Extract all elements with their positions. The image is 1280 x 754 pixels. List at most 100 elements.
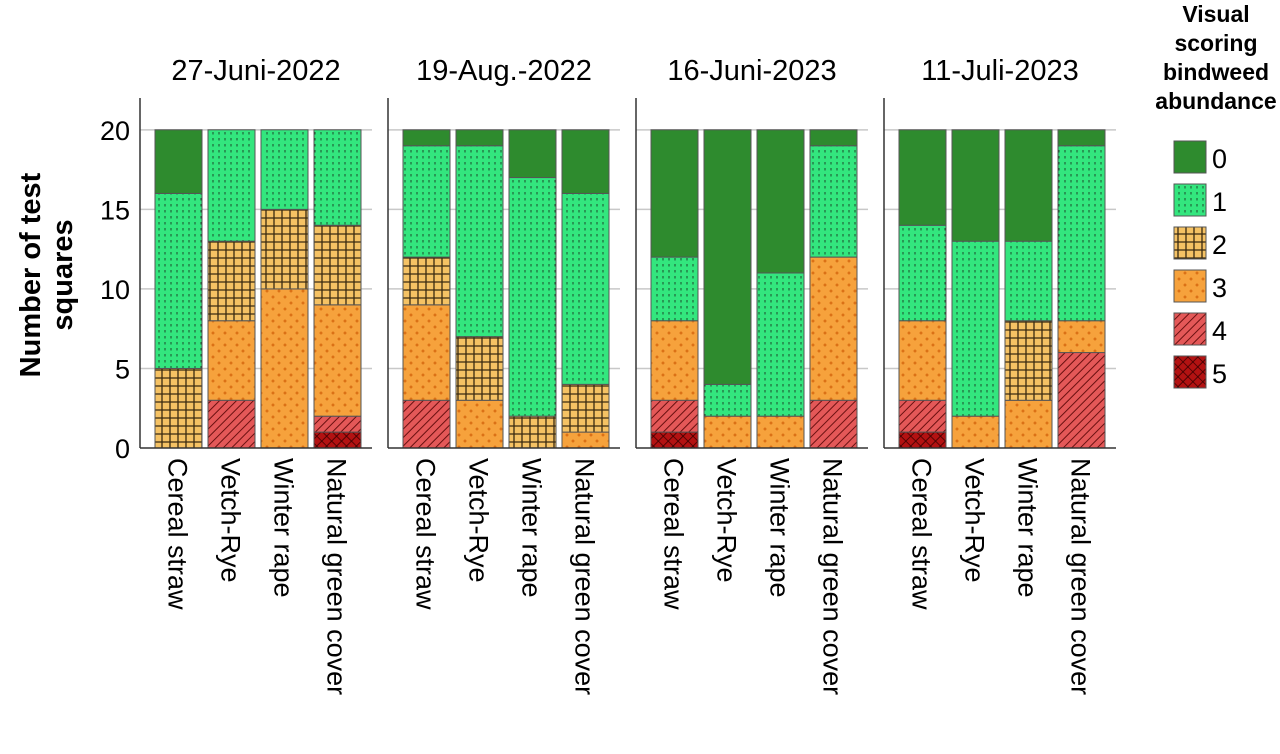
y-axis-title-text: Number of testsquares bbox=[15, 172, 79, 377]
bar-segment-level-4 bbox=[207, 399, 256, 449]
legend-label: 0 bbox=[1212, 144, 1227, 174]
panel-2: Cereal straw Vetch-Rye Winter rape Natural … bbox=[387, 55, 620, 695]
bar-segment-level-2 bbox=[207, 240, 256, 322]
bar-segment-level-2 bbox=[154, 367, 203, 449]
bar-segment-level-3 bbox=[1057, 320, 1106, 354]
panel-title: 27-Juni-2022 bbox=[171, 55, 340, 87]
category-label: Natural green cover bbox=[570, 458, 600, 695]
category-label: Natural green cover bbox=[1066, 458, 1096, 695]
bar-segment-level-0 bbox=[809, 129, 858, 147]
bar-segment-level-1 bbox=[1057, 145, 1106, 322]
bar-segment-level-3 bbox=[1004, 399, 1053, 449]
bar-segment-level-5 bbox=[650, 431, 699, 449]
legend-title-line: scoring bbox=[1174, 30, 1257, 56]
bar-segment-level-1 bbox=[1004, 240, 1053, 322]
bar-segment-level-3 bbox=[207, 320, 256, 401]
bar-segment-level-0 bbox=[756, 129, 805, 274]
bar-winter-rape bbox=[508, 129, 557, 449]
category-label: Natural green cover bbox=[322, 458, 352, 695]
bar-segment-level-3 bbox=[402, 304, 451, 401]
bar-vetch-rye bbox=[207, 129, 256, 449]
bar-segment-level-3 bbox=[313, 304, 362, 417]
panel-1: Cereal straw Vetch-Rye Winter rape Natural … bbox=[139, 55, 372, 695]
bar-cereal-straw bbox=[898, 129, 947, 449]
bar-natural-green-cover bbox=[561, 129, 610, 449]
legend-swatch-level-5 bbox=[1173, 355, 1207, 389]
bar-segment-level-0 bbox=[703, 129, 752, 385]
bar-segment-level-4 bbox=[402, 399, 451, 449]
bar-segment-level-1 bbox=[207, 129, 256, 242]
bar-segment-level-1 bbox=[703, 383, 752, 417]
bar-segment-level-0 bbox=[402, 129, 451, 147]
y-axis-title: Number of testsquares bbox=[15, 172, 79, 377]
category-label: Winter rape bbox=[269, 458, 299, 598]
bar-segment-level-0 bbox=[508, 129, 557, 179]
category-label: Cereal straw bbox=[907, 458, 937, 610]
bar-winter-rape bbox=[756, 129, 805, 449]
panel-4: Cereal straw Vetch-Rye Winter rape Natural … bbox=[883, 55, 1116, 695]
bar-segment-level-4 bbox=[650, 399, 699, 433]
legend-swatch-level-4 bbox=[1173, 312, 1207, 346]
category-label: Vetch-Rye bbox=[960, 458, 990, 583]
y-tick-label: 15 bbox=[100, 195, 130, 225]
bar-segment-level-3 bbox=[898, 320, 947, 401]
bar-segment-level-5 bbox=[313, 431, 362, 449]
bar-segment-level-3 bbox=[703, 415, 752, 449]
bar-segment-level-1 bbox=[809, 145, 858, 258]
legend-swatch-level-0 bbox=[1173, 140, 1207, 174]
panel-title: 11-Juli-2023 bbox=[921, 55, 1078, 87]
bar-segment-level-4 bbox=[809, 399, 858, 449]
legend-swatch-level-1 bbox=[1173, 183, 1207, 217]
category-label: Winter rape bbox=[517, 458, 547, 598]
category-label: Winter rape bbox=[765, 458, 795, 598]
bar-segment-level-0 bbox=[154, 129, 203, 194]
bar-winter-rape bbox=[1004, 129, 1053, 449]
bar-segment-level-4 bbox=[898, 399, 947, 433]
category-label: Cereal straw bbox=[659, 458, 689, 610]
bar-segment-level-2 bbox=[260, 208, 309, 290]
bar-segment-level-1 bbox=[402, 145, 451, 258]
bar-segment-level-1 bbox=[561, 192, 610, 385]
bar-segment-level-4 bbox=[1057, 352, 1106, 449]
y-axis-title-line: Number of test bbox=[15, 172, 47, 377]
legend-swatch-level-2 bbox=[1173, 226, 1207, 260]
legend-label: 4 bbox=[1212, 316, 1227, 346]
bar-segment-level-1 bbox=[898, 224, 947, 322]
bar-segment-level-2 bbox=[508, 415, 557, 449]
bar-natural-green-cover bbox=[1057, 129, 1106, 449]
y-tick-label: 0 bbox=[115, 434, 130, 464]
bar-natural-green-cover bbox=[809, 129, 858, 449]
bar-segment-level-3 bbox=[650, 320, 699, 401]
legend-title-line: Visual bbox=[1182, 1, 1249, 27]
bar-segment-level-0 bbox=[455, 129, 504, 147]
bar-segment-level-3 bbox=[951, 415, 1000, 449]
bar-segment-level-3 bbox=[809, 256, 858, 401]
bar-cereal-straw bbox=[402, 129, 451, 449]
bar-segment-level-1 bbox=[650, 256, 699, 322]
bar-segment-level-0 bbox=[951, 129, 1000, 242]
legend-label: 5 bbox=[1212, 359, 1227, 389]
bar-segment-level-1 bbox=[154, 192, 203, 369]
category-label: Vetch-Rye bbox=[216, 458, 246, 583]
chart-panels: Cereal straw Vetch-Rye Winter rape Natural … bbox=[139, 55, 1116, 695]
bar-winter-rape bbox=[260, 129, 309, 449]
bar-segment-level-2 bbox=[402, 256, 451, 306]
bar-vetch-rye bbox=[951, 129, 1000, 449]
category-label: Winter rape bbox=[1013, 458, 1043, 598]
bar-segment-level-3 bbox=[561, 431, 610, 449]
y-axis-title-line: squares bbox=[47, 219, 79, 330]
bar-segment-level-3 bbox=[756, 415, 805, 449]
bar-segment-level-5 bbox=[898, 431, 947, 449]
bar-vetch-rye bbox=[703, 129, 752, 449]
bar-segment-level-2 bbox=[1004, 320, 1053, 401]
bar-segment-level-2 bbox=[455, 336, 504, 401]
category-label: Vetch-Rye bbox=[712, 458, 742, 583]
bar-segment-level-2 bbox=[561, 383, 610, 433]
bar-segment-level-1 bbox=[313, 129, 362, 226]
legend-title-line: bindweed bbox=[1163, 59, 1269, 85]
bar-segment-level-0 bbox=[1057, 129, 1106, 147]
y-tick-label: 5 bbox=[115, 354, 130, 384]
y-axis-ticks: 0 5 10 15 20 bbox=[100, 116, 130, 464]
bar-cereal-straw bbox=[650, 129, 699, 449]
